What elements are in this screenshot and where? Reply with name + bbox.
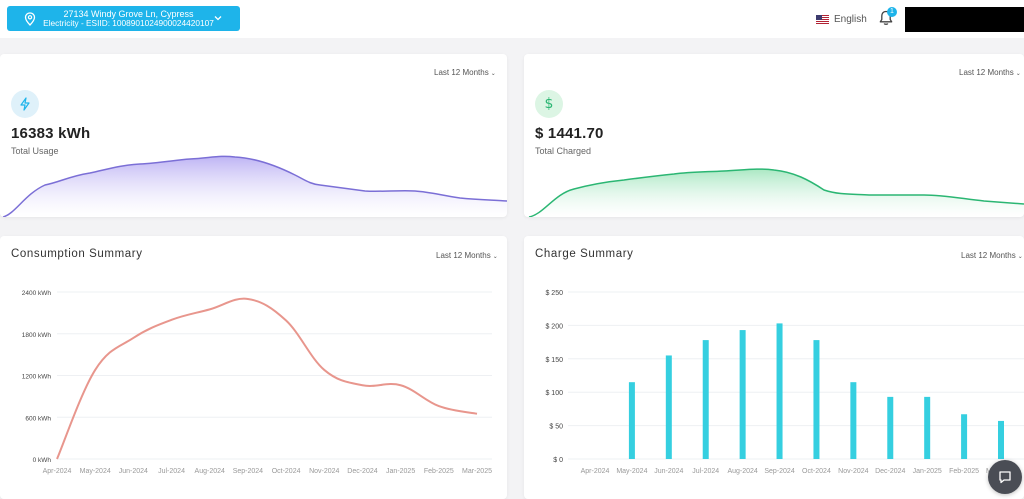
- dollar-icon: $: [544, 96, 554, 112]
- notification-badge: 1: [887, 7, 897, 17]
- usage-sparkline-line: [2, 155, 507, 217]
- total-usage-card: Last 12 Months ⌄ 16383 kWh Total Usage: [0, 54, 507, 217]
- x-tick-label: Dec-2024: [347, 468, 377, 475]
- x-tick-label: Jul-2024: [158, 468, 185, 475]
- consumption-period-dropdown[interactable]: Last 12 Months ⌄: [436, 251, 498, 260]
- y-tick-label: $ 50: [549, 424, 563, 431]
- user-menu[interactable]: [905, 7, 1024, 32]
- x-tick-label: Aug-2024: [727, 468, 757, 475]
- language-selector[interactable]: English: [816, 12, 867, 26]
- bar: [776, 323, 783, 459]
- charge-period-label: Last 12 Months: [959, 68, 1014, 77]
- x-tick-label: Jul-2024: [692, 468, 719, 475]
- top-bar: 27134 Windy Grove Ln, Cypress Electricit…: [0, 0, 1024, 38]
- x-tick-label: Sep-2024: [764, 468, 794, 475]
- charge-bar-chart: $ 0 $ 50 $ 100 $ 150 $ 200 $ 250 Apr-2024 May-2…: [545, 290, 1024, 475]
- x-tick-label: May-2024: [80, 468, 111, 475]
- x-tick-label: Dec-2024: [875, 468, 905, 475]
- location-esiid: Electricity - ESIID: 1008901024900024420…: [43, 18, 214, 28]
- consumption-summary-title: Consumption Summary: [11, 248, 143, 260]
- usage-period-label: Last 12 Months: [434, 68, 489, 77]
- total-charged-label: Total Charged: [535, 146, 592, 156]
- y-tick-label: 2400 kWh: [22, 290, 52, 297]
- total-charged-card: Last 12 Months ⌄ $ $ 1441.70 Total Charge…: [524, 54, 1024, 217]
- charge-sparkline: [528, 168, 1024, 217]
- x-tick-label: Feb-2025: [424, 468, 454, 475]
- charge-summary-period-dropdown[interactable]: Last 12 Months ⌄: [961, 251, 1023, 260]
- bar: [813, 340, 820, 459]
- charge-sparkline-line: [528, 168, 1024, 217]
- us-flag-icon: [816, 14, 829, 24]
- charge-icon-badge: $: [535, 90, 563, 118]
- x-tick-label: Apr-2024: [43, 468, 72, 475]
- x-tick-label: Oct-2024: [802, 468, 831, 475]
- bar: [739, 330, 746, 459]
- location-address: 27134 Windy Grove Ln, Cypress: [63, 9, 194, 19]
- usage-sparkline-area: [3, 156, 507, 217]
- usage-icon-badge: [11, 90, 39, 118]
- chevron-down-icon: [214, 16, 222, 21]
- bar: [961, 414, 968, 459]
- charge-sparkline-area: [529, 169, 1024, 217]
- y-tick-label: $ 100: [545, 390, 563, 397]
- y-tick-label: 600 kWh: [25, 415, 51, 422]
- lightning-icon: [20, 97, 30, 111]
- consumption-summary-card: Consumption Summary Last 12 Months ⌄ 0 kW…: [0, 236, 507, 499]
- y-tick-label: 1200 kWh: [22, 374, 52, 381]
- chat-icon: [999, 471, 1011, 484]
- x-tick-label: Sep-2024: [233, 468, 263, 475]
- x-tick-label: Aug-2024: [195, 468, 225, 475]
- bar: [665, 355, 672, 459]
- x-tick-label: Feb-2025: [949, 468, 979, 475]
- chat-button[interactable]: [988, 460, 1022, 494]
- total-usage-value: 16383 kWh: [11, 125, 91, 142]
- y-tick-label: $ 0: [553, 457, 563, 464]
- consumption-period-label: Last 12 Months: [436, 251, 491, 260]
- total-charged-value: $ 1441.70: [535, 125, 604, 142]
- charge-summary-period-label: Last 12 Months: [961, 251, 1016, 260]
- x-tick-label: Jan-2025: [386, 468, 415, 475]
- consumption-series-line: [56, 297, 478, 460]
- language-label: English: [834, 13, 867, 25]
- x-tick-label: Apr-2024: [581, 468, 610, 475]
- charge-period-dropdown[interactable]: Last 12 Months ⌄: [959, 68, 1021, 77]
- x-tick-label: Nov-2024: [838, 468, 868, 475]
- usage-period-dropdown[interactable]: Last 12 Months ⌄: [434, 68, 496, 77]
- bar: [887, 396, 894, 459]
- usage-sparkline: [2, 155, 507, 217]
- x-tick-label: Nov-2024: [309, 468, 339, 475]
- bar: [924, 396, 931, 459]
- y-tick-label: 0 kWh: [33, 457, 52, 464]
- total-usage-label: Total Usage: [11, 146, 59, 156]
- consumption-line-chart: 0 kWh 600 kWh 1200 kWh 1800 kWh 2400 kWh Apr-…: [22, 290, 492, 475]
- y-tick-label: $ 200: [545, 323, 563, 330]
- bar: [850, 382, 857, 459]
- x-tick-label: Jun-2024: [654, 468, 683, 475]
- x-tick-label: May-2024: [616, 468, 647, 475]
- bar: [998, 420, 1004, 459]
- x-tick-label: Oct-2024: [272, 468, 301, 475]
- x-tick-label: Jun-2024: [119, 468, 148, 475]
- y-tick-label: $ 250: [545, 290, 563, 297]
- y-tick-label: $ 150: [545, 357, 563, 364]
- charge-summary-card: Charge Summary Last 12 Months ⌄ $ 0 $ 50 $ …: [524, 236, 1024, 499]
- map-pin-icon: [24, 12, 36, 26]
- charge-summary-title: Charge Summary: [535, 248, 634, 260]
- y-tick-label: 1800 kWh: [22, 332, 52, 339]
- x-tick-label: Mar-2025: [462, 468, 492, 475]
- x-tick-label: Jan-2025: [913, 468, 942, 475]
- location-selector-button[interactable]: 27134 Windy Grove Ln, Cypress Electricit…: [7, 6, 240, 31]
- bar: [702, 340, 709, 459]
- bar: [628, 382, 635, 459]
